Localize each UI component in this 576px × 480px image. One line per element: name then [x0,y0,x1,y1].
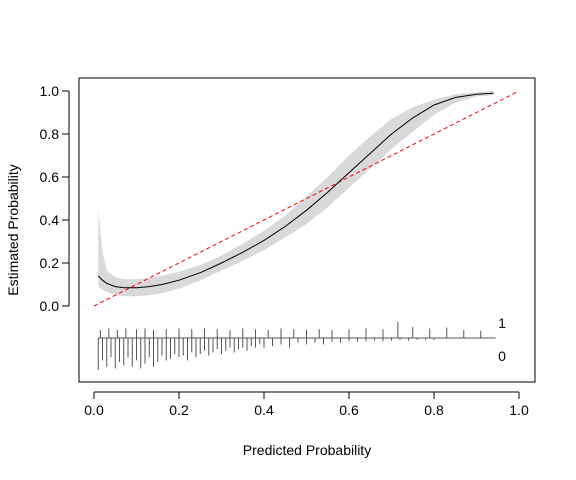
x-tick-label: 0.6 [339,402,359,418]
y-tick-label: 0.2 [40,255,60,271]
x-axis: 0.0 0.2 0.4 0.6 0.8 1.0 [84,391,529,418]
y-tick-label: 0.4 [40,212,60,228]
calibration-curve [97,92,494,289]
y-tick-label: 0.6 [40,169,60,185]
y-axis-title: Estimated Probability [5,164,21,296]
plot-frame [78,77,536,383]
x-tick-label: 0.0 [84,402,104,418]
rug-label-events: 1 [498,315,506,331]
confidence-band [98,91,494,297]
y-tick-label: 1.0 [40,83,60,99]
y-axis: 0.0 0.2 0.4 0.6 0.8 1.0 [40,83,70,314]
x-tick-label: 0.4 [254,402,274,418]
rug-label-nonevents: 0 [498,348,506,364]
x-axis-title: Predicted Probability [243,442,371,458]
plot-layer [93,90,520,370]
y-tick-label: 0.0 [40,298,60,314]
x-tick-label: 0.8 [424,402,444,418]
reference-line [93,90,520,307]
x-tick-label: 0.2 [169,402,189,418]
y-tick-label: 0.8 [40,126,60,142]
x-tick-label: 1.0 [509,402,529,418]
